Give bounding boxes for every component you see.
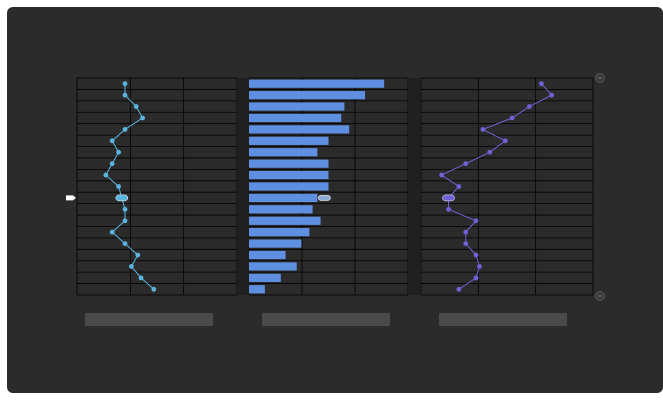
bar (249, 125, 350, 134)
bar (249, 113, 342, 123)
right-data-point (456, 286, 462, 292)
left-data-point (122, 241, 128, 247)
right-data-point (439, 172, 445, 178)
left-data-point (109, 161, 115, 167)
right-data-point (463, 161, 469, 167)
chart-overlay (66, 73, 605, 301)
left-data-point (122, 218, 128, 224)
left-data-point (151, 286, 157, 292)
bar (249, 205, 313, 214)
left-panel-label-placeholder (85, 313, 213, 326)
window-background (7, 7, 663, 393)
gridlines (76, 77, 594, 296)
panel-divider (237, 78, 249, 295)
left-data-point (133, 104, 139, 109)
left-data-point (140, 115, 146, 121)
right-data-point (473, 275, 479, 281)
right-data-point (480, 126, 486, 132)
bar (249, 148, 318, 157)
bar (249, 79, 385, 88)
bar (249, 193, 318, 203)
right-data-point (473, 252, 479, 258)
right-data-point (539, 81, 544, 87)
left-data-point (103, 172, 109, 178)
right-selection-marker (442, 194, 455, 202)
right-data-point (502, 138, 508, 144)
bar (249, 136, 329, 145)
right-data-point (463, 241, 469, 247)
left-data-point (116, 184, 121, 189)
right-data-point (446, 206, 451, 212)
middle-selection-marker (318, 195, 331, 201)
left-data-point (122, 81, 128, 87)
right-data-point (549, 92, 555, 98)
bar (249, 159, 329, 168)
left-data-point (122, 126, 128, 132)
right-data-point (456, 184, 462, 189)
left-data-point (122, 206, 128, 212)
right-data-point (463, 229, 469, 235)
left-data-point (109, 138, 115, 144)
panel-divider (408, 78, 421, 295)
left-selection-marker (115, 194, 129, 202)
bar (249, 239, 302, 248)
left-data-point (135, 252, 141, 258)
left-data-point (122, 92, 128, 98)
bar (249, 250, 286, 260)
bar (249, 182, 329, 191)
bar (249, 91, 366, 100)
bar (249, 273, 281, 282)
right-data-point (526, 104, 532, 109)
bar (249, 216, 321, 225)
left-data-point (138, 275, 144, 281)
bar (249, 170, 329, 180)
right-data-point (509, 115, 515, 121)
middle-panel-label-placeholder (262, 313, 390, 326)
bar (249, 228, 310, 237)
left-data-point (109, 229, 115, 235)
left-data-point (129, 264, 134, 269)
right-data-point (487, 149, 493, 155)
right-data-point (473, 218, 479, 224)
chart-marks (103, 79, 555, 294)
bar (249, 102, 345, 111)
right-panel-label-placeholder (439, 313, 567, 326)
arrow-right-icon (66, 195, 76, 201)
bar (249, 262, 297, 271)
bar (249, 285, 265, 294)
left-data-point (116, 149, 121, 155)
right-data-point (477, 264, 482, 269)
panel-dividers (237, 78, 421, 295)
